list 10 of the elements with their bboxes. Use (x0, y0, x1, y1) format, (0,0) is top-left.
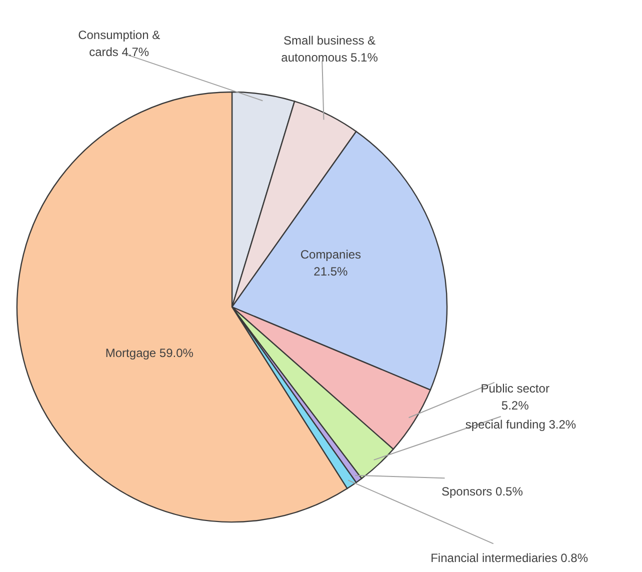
slice-label: Mortgage 59.0% (105, 346, 194, 360)
slice-label: Companies (300, 247, 362, 262)
slice-label: Public sector (480, 381, 550, 396)
slice-label: Consumption & cards 4.7% (78, 28, 160, 59)
data-label: 21.5% (314, 264, 348, 278)
data-label: 5.2% (501, 398, 530, 412)
slice-label: Sponsors 0.5% (441, 484, 524, 499)
slice-label: Small business & autonomous 5.1% (281, 33, 378, 64)
slice-label: Financial intermediaries 0.8% (430, 551, 588, 566)
slice-label: special funding 3.2% (465, 418, 576, 432)
